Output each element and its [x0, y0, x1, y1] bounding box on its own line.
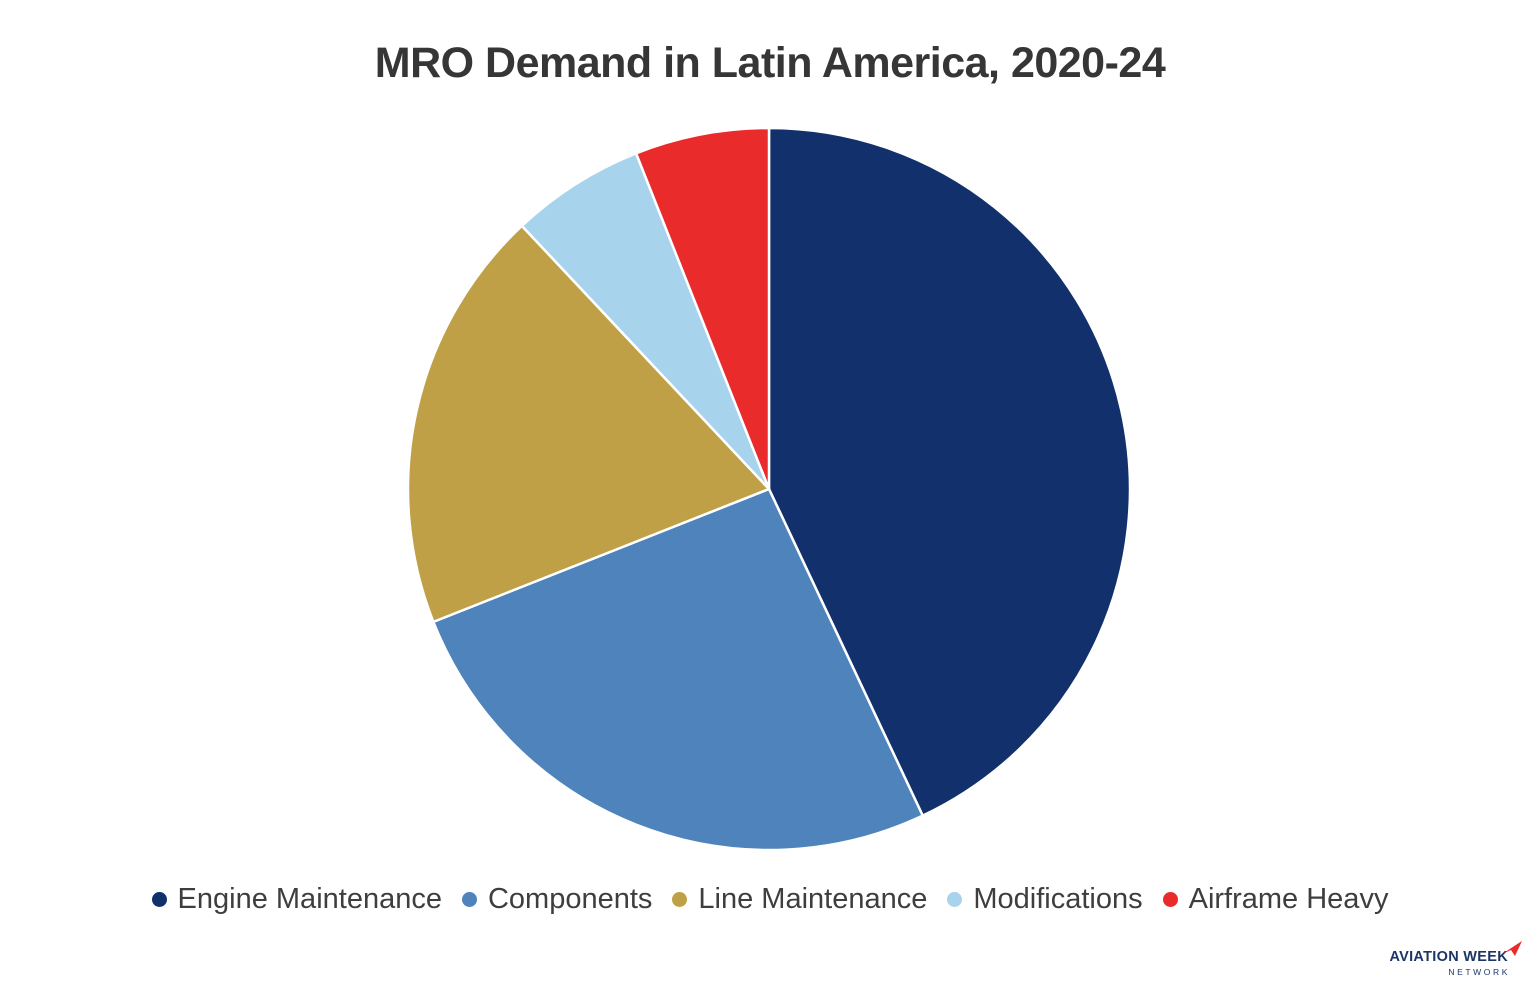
- legend-label: Airframe Heavy: [1188, 882, 1389, 915]
- legend-item-line-maintenance: Line Maintenance: [672, 883, 927, 916]
- pie-slice-line-maintenance: [406, 224, 771, 624]
- pie-slice-airframe-heavy: [634, 126, 771, 491]
- legend-item-modifications: Modifications: [947, 882, 1143, 916]
- legend-dot-icon: [672, 891, 688, 907]
- legend-item-airframe-heavy: Airframe Heavy: [1162, 882, 1389, 916]
- arrow-icon: [1502, 941, 1522, 956]
- pie-slice-engine-maintenance: [767, 126, 1132, 817]
- aviation-week-logo: AVIATION WEEK NETWORK: [1389, 941, 1522, 977]
- legend-dot-icon: [151, 891, 167, 907]
- pie-chart: [399, 119, 1139, 859]
- legend-dot-icon: [1162, 891, 1178, 907]
- pie-slice-components: [432, 487, 924, 852]
- legend-item-engine-maintenance: Engine Maintenance: [151, 882, 442, 916]
- pie-chart-svg: [406, 126, 1132, 852]
- pie-slice-modifications: [520, 152, 771, 491]
- legend-label: Modifications: [973, 882, 1143, 915]
- legend: Engine Maintenance Components Line Mainten…: [0, 877, 1540, 921]
- legend-dot-icon: [947, 891, 963, 907]
- legend-label: Line Maintenance: [698, 882, 928, 915]
- legend-dot-icon: [461, 891, 477, 907]
- legend-item-components: Components: [461, 882, 653, 916]
- brand-network: NETWORK: [1448, 967, 1510, 977]
- legend-label: Engine Maintenance: [177, 882, 442, 915]
- legend-label: Components: [487, 882, 653, 915]
- chart-title: MRO Demand in Latin America, 2020-24: [374, 39, 1166, 87]
- brand-name: AVIATION WEEK: [1389, 949, 1508, 965]
